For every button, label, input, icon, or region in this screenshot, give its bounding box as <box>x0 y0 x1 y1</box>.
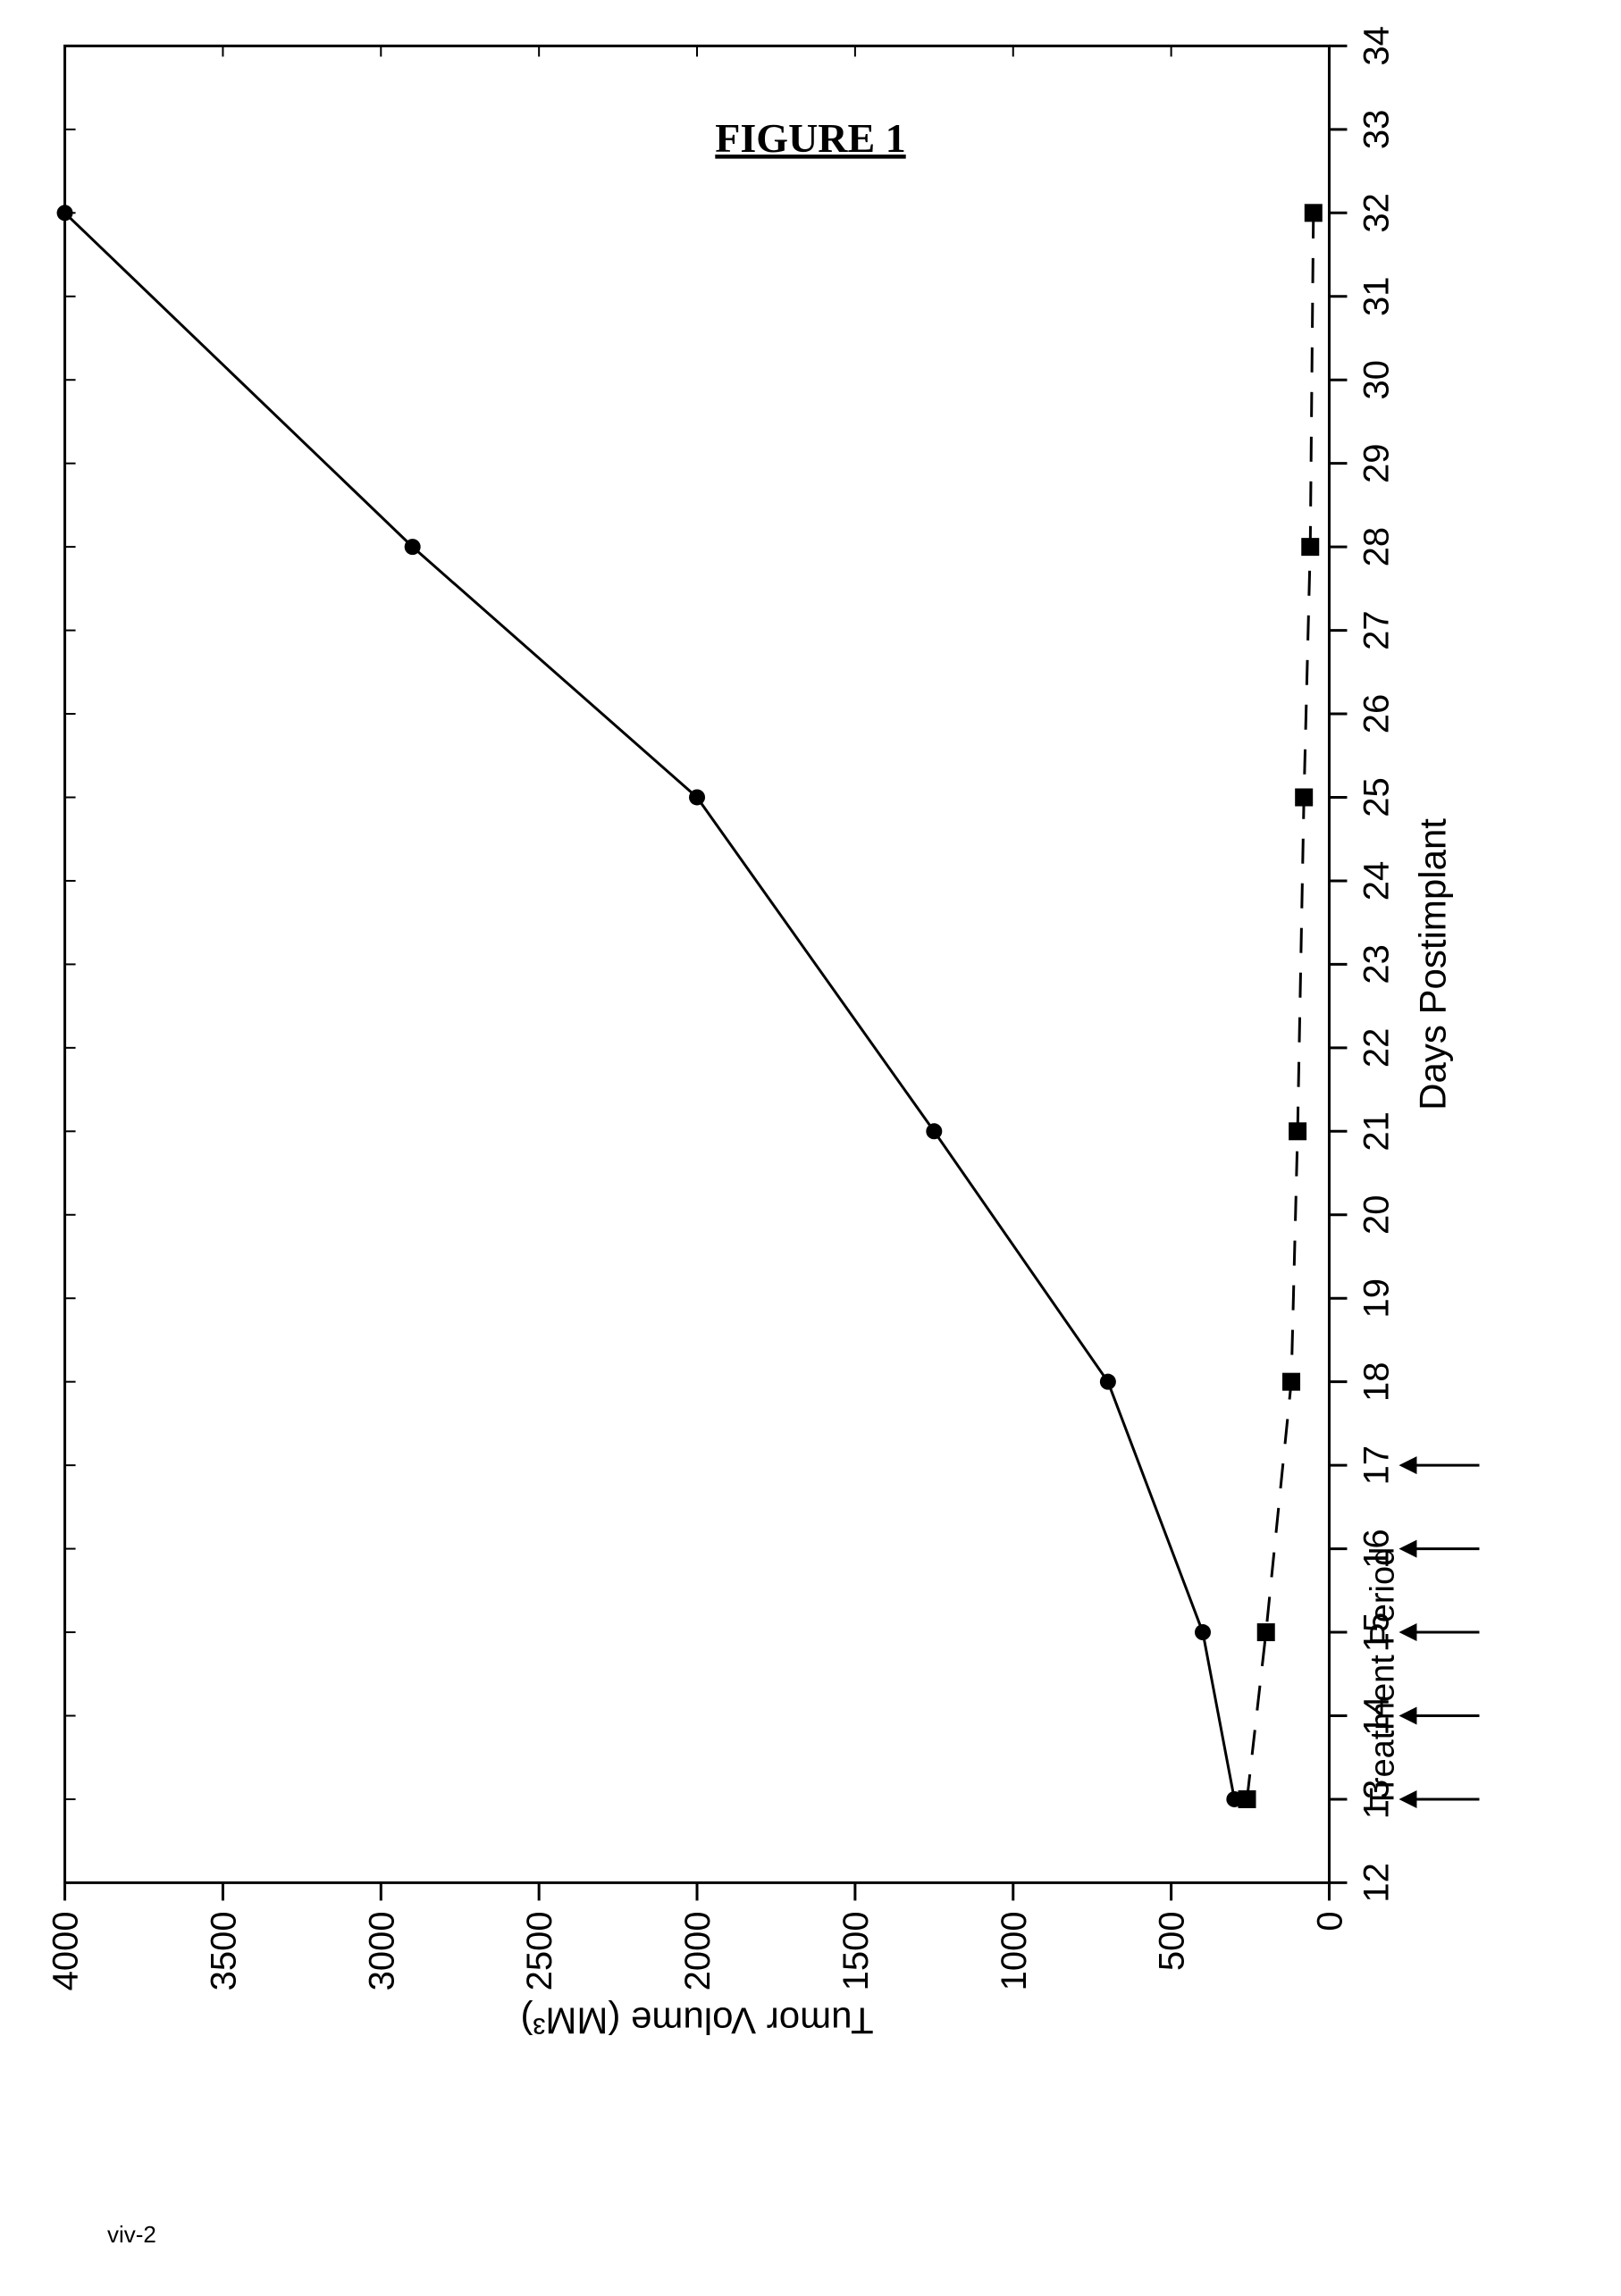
series-marker-treated <box>1305 204 1323 222</box>
series-marker-control <box>405 539 421 555</box>
y-tick-label: 3500 <box>204 1911 243 1990</box>
series-marker-treated <box>1257 1623 1275 1641</box>
x-tick-label: 17 <box>1356 1445 1396 1486</box>
y-tick-label: 0 <box>1310 1911 1349 1931</box>
y-tick-label: 2500 <box>520 1911 559 1990</box>
y-tick-label: 1000 <box>995 1911 1034 1990</box>
y-tick-label: 4000 <box>46 1911 86 1990</box>
series-marker-treated <box>1301 538 1319 556</box>
x-tick-label: 19 <box>1356 1278 1396 1319</box>
y-tick-label: 500 <box>1153 1911 1192 1971</box>
series-marker-treated <box>1295 788 1313 806</box>
series-marker-treated <box>1239 1790 1256 1808</box>
corner-label: viv-2 <box>107 2221 156 2248</box>
x-tick-label: 18 <box>1356 1362 1396 1402</box>
treatment-period-label: Treatment Period <box>1364 1547 1401 1808</box>
x-tick-label: 23 <box>1356 944 1396 985</box>
figure-title: FIGURE 1 <box>715 115 905 161</box>
arrowhead-icon <box>1398 1456 1416 1474</box>
series-marker-treated <box>1289 1122 1306 1140</box>
x-tick-label: 34 <box>1356 26 1396 66</box>
series-line-control <box>65 213 1235 1799</box>
series-marker-treated <box>1282 1373 1300 1391</box>
series-marker-control <box>1100 1374 1116 1390</box>
y-tick-label: 3000 <box>362 1911 401 1990</box>
series-line-treated <box>1247 213 1314 1799</box>
x-tick-label: 25 <box>1356 777 1396 817</box>
series-marker-control <box>926 1123 942 1139</box>
x-tick-label: 32 <box>1356 193 1396 233</box>
x-tick-label: 20 <box>1356 1195 1396 1236</box>
y-axis-title: Tumor Volume (MM³) <box>520 1999 873 2041</box>
series-marker-control <box>1195 1624 1211 1640</box>
x-tick-label: 29 <box>1356 443 1396 483</box>
x-axis-title: Days Postimplant <box>1411 818 1453 1110</box>
x-tick-label: 12 <box>1356 1863 1396 1903</box>
x-tick-label: 30 <box>1356 360 1396 400</box>
x-tick-label: 24 <box>1356 861 1396 901</box>
series-marker-control <box>689 789 705 805</box>
series-marker-control <box>57 205 73 221</box>
x-tick-label: 31 <box>1356 277 1396 317</box>
x-tick-label: 28 <box>1356 527 1396 567</box>
x-tick-label: 27 <box>1356 610 1396 650</box>
x-tick-label: 26 <box>1356 694 1396 734</box>
y-tick-label: 1500 <box>836 1911 876 1990</box>
x-tick-label: 21 <box>1356 1111 1396 1152</box>
x-tick-label: 33 <box>1356 110 1396 150</box>
y-tick-label: 2000 <box>678 1911 718 1990</box>
x-tick-label: 22 <box>1356 1028 1396 1068</box>
